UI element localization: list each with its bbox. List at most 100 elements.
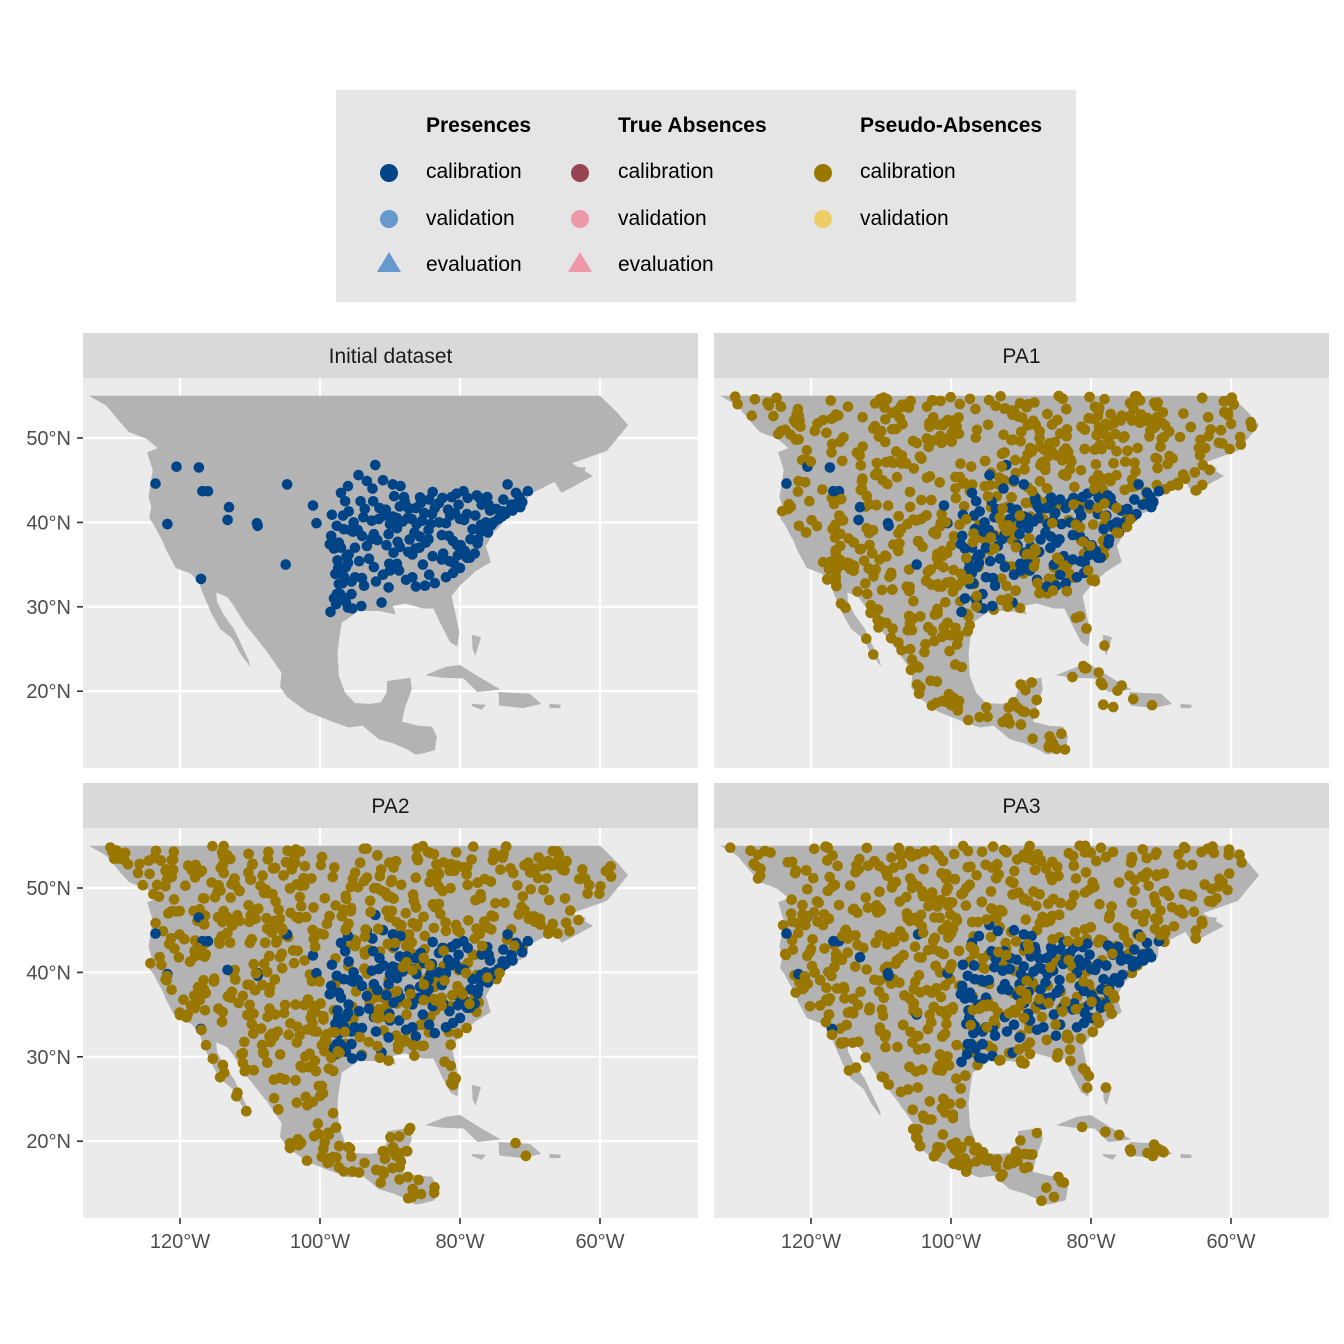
point-pseudo-absence-calibration: [894, 977, 905, 988]
point-presence-calibration: [346, 1038, 357, 1050]
point-presence-calibration: [883, 520, 894, 532]
point-presence-calibration: [363, 1003, 375, 1014]
point-presence-calibration: [1101, 960, 1112, 971]
point-pseudo-absence-calibration: [928, 527, 939, 538]
point-pseudo-absence-calibration: [258, 887, 270, 899]
point-pseudo-absence-calibration: [239, 1065, 251, 1077]
point-presence-calibration: [393, 1015, 405, 1026]
point-pseudo-absence-calibration: [1190, 933, 1201, 944]
point-pseudo-absence-calibration: [799, 477, 811, 488]
point-pseudo-absence-calibration: [1103, 420, 1114, 431]
point-pseudo-absence-calibration: [934, 912, 945, 924]
point-pseudo-absence-calibration: [942, 919, 953, 931]
point-pseudo-absence-calibration: [886, 423, 898, 435]
point-pseudo-absence-calibration: [180, 880, 191, 891]
point-pseudo-absence-calibration: [964, 1135, 975, 1147]
point-pseudo-absence-calibration: [729, 391, 741, 403]
point-pseudo-absence-calibration: [1036, 1195, 1047, 1207]
point-pseudo-absence-calibration: [487, 854, 499, 866]
point-pseudo-absence-calibration: [943, 1060, 955, 1071]
point-presence-calibration: [999, 561, 1011, 573]
point-pseudo-absence-calibration: [336, 910, 348, 922]
point-pseudo-absence-calibration: [985, 532, 997, 543]
point-pseudo-absence-calibration: [167, 864, 179, 876]
point-presence-calibration: [324, 989, 336, 1000]
point-pseudo-absence-calibration: [822, 855, 833, 866]
point-pseudo-absence-calibration: [290, 999, 301, 1010]
point-pseudo-absence-calibration: [1111, 527, 1123, 538]
point-pseudo-absence-calibration: [1196, 392, 1208, 404]
legend-label-pseudo-absences-validation: validation: [860, 207, 949, 230]
point-pseudo-absence-calibration: [944, 963, 956, 974]
point-pseudo-absence-calibration: [1126, 897, 1138, 908]
point-pseudo-absence-calibration: [921, 433, 933, 444]
point-presence-calibration: [474, 492, 485, 504]
point-presence-calibration: [331, 520, 343, 532]
point-presence-calibration: [353, 1005, 365, 1017]
point-pseudo-absence-calibration: [874, 886, 885, 897]
point-presence-calibration: [150, 478, 161, 489]
point-presence-calibration: [1033, 512, 1044, 524]
point-pseudo-absence-calibration: [881, 551, 892, 562]
point-pseudo-absence-calibration: [801, 445, 813, 456]
point-pseudo-absence-calibration: [887, 407, 898, 419]
point-pseudo-absence-calibration: [904, 993, 916, 1004]
point-pseudo-absence-calibration: [936, 1103, 948, 1114]
point-pseudo-absence-calibration: [345, 881, 357, 893]
point-pseudo-absence-calibration: [896, 859, 908, 870]
point-pseudo-absence-calibration: [1118, 930, 1130, 942]
point-pseudo-absence-calibration: [801, 865, 812, 876]
facet-strip: [83, 333, 698, 378]
point-pseudo-absence-calibration: [892, 1041, 903, 1053]
point-presence-calibration: [454, 1012, 466, 1024]
point-pseudo-absence-calibration: [814, 974, 826, 986]
point-pseudo-absence-calibration: [308, 933, 320, 945]
point-pseudo-absence-calibration: [1204, 464, 1215, 476]
point-pseudo-absence-calibration: [276, 962, 288, 974]
point-pseudo-absence-calibration: [314, 976, 325, 987]
point-pseudo-absence-calibration: [375, 864, 387, 875]
legend-key-presences-calibration: [380, 164, 398, 182]
point-pseudo-absence-calibration: [1011, 854, 1023, 865]
point-pseudo-absence-calibration: [1062, 935, 1074, 947]
point-pseudo-absence-calibration: [153, 891, 165, 902]
point-pseudo-absence-calibration: [814, 1000, 826, 1011]
point-presence-calibration: [454, 562, 466, 574]
point-pseudo-absence-calibration: [299, 955, 310, 966]
point-presence-calibration: [997, 965, 1009, 976]
point-presence-calibration: [1054, 974, 1065, 986]
point-pseudo-absence-calibration: [991, 872, 1002, 884]
point-pseudo-absence-calibration: [401, 998, 413, 1009]
point-pseudo-absence-calibration: [1083, 1070, 1095, 1082]
point-presence-calibration: [1045, 492, 1057, 503]
point-presence-calibration: [469, 548, 481, 559]
point-presence-calibration: [370, 459, 381, 471]
point-presence-calibration: [202, 485, 214, 497]
island: [471, 634, 481, 656]
point-pseudo-absence-calibration: [512, 880, 523, 891]
point-presence-calibration: [470, 510, 481, 521]
y-tick-label: 20°N: [26, 681, 71, 703]
point-pseudo-absence-calibration: [880, 1041, 891, 1053]
point-pseudo-absence-calibration: [168, 894, 180, 905]
point-presence-calibration: [1054, 984, 1065, 995]
point-presence-calibration: [410, 581, 422, 592]
point-pseudo-absence-calibration: [897, 1019, 909, 1031]
point-pseudo-absence-calibration: [239, 1036, 250, 1048]
point-pseudo-absence-calibration: [1021, 993, 1033, 1005]
point-presence-calibration: [1018, 479, 1030, 490]
point-pseudo-absence-calibration: [804, 495, 815, 507]
point-pseudo-absence-calibration: [1064, 463, 1076, 475]
point-pseudo-absence-calibration: [1147, 1150, 1159, 1162]
point-presence-calibration: [1128, 956, 1139, 967]
facet-title: PA1: [1002, 345, 1040, 368]
point-presence-calibration: [202, 935, 214, 947]
point-pseudo-absence-calibration: [178, 994, 189, 1005]
point-pseudo-absence-calibration: [1185, 421, 1197, 433]
point-pseudo-absence-calibration: [860, 892, 872, 903]
point-pseudo-absence-calibration: [1152, 397, 1163, 408]
point-presence-calibration: [1008, 924, 1020, 936]
y-tick-label: 30°N: [26, 597, 71, 619]
point-pseudo-absence-calibration: [349, 940, 361, 952]
point-pseudo-absence-calibration: [1234, 849, 1245, 860]
